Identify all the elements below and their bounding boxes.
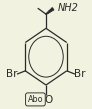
- Text: Br: Br: [6, 69, 18, 79]
- Text: NH2: NH2: [57, 3, 78, 13]
- Text: Br: Br: [74, 69, 86, 79]
- Polygon shape: [46, 13, 47, 14]
- Text: Abo: Abo: [28, 95, 43, 104]
- Text: O: O: [44, 95, 52, 106]
- Polygon shape: [52, 8, 54, 10]
- Polygon shape: [49, 11, 50, 12]
- Polygon shape: [47, 12, 49, 14]
- Polygon shape: [50, 9, 52, 11]
